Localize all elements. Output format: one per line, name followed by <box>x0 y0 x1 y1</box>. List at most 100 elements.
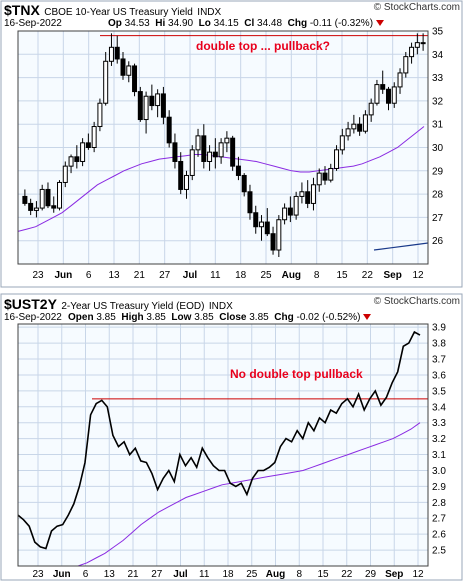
x-tick-label: 11 <box>199 569 210 580</box>
ust2y-symbol: $UST2Y <box>4 296 57 312</box>
x-tick-label: Sep <box>383 270 401 281</box>
down-triangle-icon <box>376 20 385 27</box>
y-tick-label: 2.7 <box>432 514 446 525</box>
x-tick-label: 13 <box>108 270 120 281</box>
ust2y-stat-label: Chg <box>274 312 294 323</box>
y-tick-label: 3.6 <box>432 370 446 381</box>
ust2y-date: 16-Sep-2022 <box>4 312 62 323</box>
y-tick-label: 3.2 <box>432 434 446 445</box>
candle-body <box>368 102 374 116</box>
tnx-stat-value: 34.53 <box>124 18 150 29</box>
x-tick-label: 11 <box>210 270 221 281</box>
y-tick-label: 34 <box>432 50 444 61</box>
x-tick-label: 23 <box>32 569 44 580</box>
y-tick-label: 3.5 <box>432 386 446 397</box>
candle-body <box>207 151 213 162</box>
annotation-text: double top ... pullback? <box>196 39 330 53</box>
plot-area <box>18 324 428 566</box>
tnx-chart: 26 27 28 29 30 31 32 33 34 35 23 Jun 6 13 21 27 Jul 11 18 2… <box>17 27 444 281</box>
candle-body <box>420 42 426 45</box>
candle-body <box>155 93 161 107</box>
x-tick-label: 22 <box>362 270 374 281</box>
candle-body <box>160 93 166 118</box>
tnx-stat-label: Op <box>108 18 122 29</box>
x-tick-label: 12 <box>412 569 424 580</box>
candle-body <box>397 72 403 88</box>
x-tick-label: 6 <box>83 569 89 580</box>
candle-body <box>224 137 230 144</box>
candle-body <box>339 135 345 151</box>
candle-body <box>328 167 334 181</box>
x-tick-label: 12 <box>412 270 424 281</box>
ust2y-stat-label: Close <box>219 312 247 323</box>
candle-body <box>391 86 397 104</box>
candle-body <box>91 126 97 148</box>
x-tick-label: 18 <box>222 569 234 580</box>
x-tick-label: 21 <box>127 569 139 580</box>
candle-body <box>282 207 288 221</box>
x-tick-label: 25 <box>246 569 258 580</box>
candle-body <box>235 165 241 176</box>
candle-body <box>183 174 189 190</box>
candle-body <box>39 188 45 209</box>
y-tick-label: 29 <box>432 166 444 177</box>
candle-body <box>293 195 299 216</box>
ust2y-exchange: INDX <box>208 301 233 312</box>
candle-body <box>403 56 409 74</box>
candle-body <box>212 151 218 158</box>
tnx-stat-value: 34.90 <box>168 18 194 29</box>
y-tick-label: 3.9 <box>432 323 446 334</box>
candle-body <box>264 221 270 235</box>
candle-body <box>259 221 265 228</box>
x-tick-label: Jun <box>53 569 71 580</box>
tnx-stat-value: 34.48 <box>257 18 283 29</box>
x-tick-label: Jun <box>54 270 72 281</box>
x-tick-label: 13 <box>104 569 116 580</box>
candle-body <box>149 95 155 107</box>
y-tick-label: 32 <box>432 96 444 107</box>
y-tick-label: 33 <box>432 73 444 84</box>
ust2y-stats: Open 3.85 High 3.85 Low 3.85 Close 3.85 … <box>68 312 372 323</box>
y-tick-label: 27 <box>432 213 444 224</box>
candle-body <box>189 149 195 176</box>
candle-body <box>114 46 120 60</box>
tnx-exchange: INDX <box>197 7 222 18</box>
candle-body <box>218 142 224 158</box>
candle-body <box>351 123 357 130</box>
candle-body <box>316 172 322 186</box>
y-tick-label: 3.4 <box>432 402 446 413</box>
candle-body <box>126 65 132 76</box>
candle-body <box>172 142 178 162</box>
y-tick-label: 3.8 <box>432 339 446 350</box>
ust2y-header: $UST2Y 2-Year US Treasury Yield (EOD) IN… <box>4 296 460 326</box>
x-tick-label: 29 <box>365 569 377 580</box>
tnx-stat-label: Chg <box>287 18 308 29</box>
y-tick-label: 3.0 <box>432 466 446 477</box>
candle-body <box>33 207 39 211</box>
tnx-stats: Op 34.53 Hi 34.90 Lo 34.15 Cl 34.48 Chg … <box>108 18 385 29</box>
ust2y-stat-value: 3.85 <box>194 312 214 323</box>
y-tick-label: 3.7 <box>432 355 446 366</box>
y-tick-label: 30 <box>432 143 444 154</box>
x-tick-label: 8 <box>296 569 302 580</box>
candle-body <box>132 65 138 93</box>
candle-body <box>178 160 184 190</box>
candle-body <box>305 191 311 204</box>
tnx-stat-value: -0.11 (-0.32%) <box>309 18 374 29</box>
tnx-stat-label: Lo <box>198 18 211 29</box>
candle-body <box>345 128 351 137</box>
candle-body <box>414 42 420 48</box>
panel-border <box>0 0 463 288</box>
candle-body <box>22 195 28 204</box>
tnx-date: 16-Sep-2022 <box>4 18 62 29</box>
candle-body <box>74 156 80 162</box>
x-tick-label: 21 <box>134 270 146 281</box>
ust2y-chart: 2.5 2.6 2.7 2.8 2.9 3.0 3.1 3.2 3.3 3.4 3.5 3.6 3.7 3… <box>17 323 446 580</box>
candle-body <box>334 149 340 169</box>
ust2y-stat-label: High <box>121 312 144 323</box>
x-tick-label: 27 <box>159 270 171 281</box>
x-tick-label: 22 <box>341 569 353 580</box>
candle-body <box>201 135 207 162</box>
candle-body <box>51 205 57 209</box>
candle-body <box>374 84 380 104</box>
